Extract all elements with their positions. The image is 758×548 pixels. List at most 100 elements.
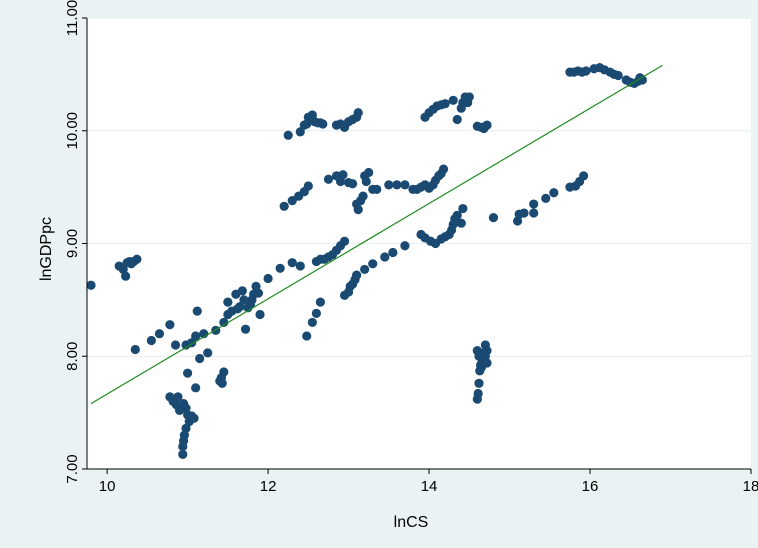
data-points [86,63,647,459]
data-point [353,108,363,118]
data-point [287,258,297,268]
data-point [303,181,313,191]
data-point [132,254,142,264]
data-point [458,203,468,214]
data-point [240,324,251,334]
data-point [253,288,264,298]
data-point [178,449,188,459]
x-tick-label: 14 [421,478,438,495]
data-point [191,383,201,393]
data-point [474,378,484,388]
data-point [529,208,539,218]
y-axis-title: lnGDPpc [38,217,55,281]
data-point [392,180,402,190]
data-point [480,340,490,350]
data-point [315,297,326,307]
data-point [637,75,647,85]
data-point [237,286,247,296]
data-point [295,127,305,137]
data-point [348,179,358,189]
data-point [452,114,462,125]
data-point [440,99,450,109]
data-point [578,171,589,181]
x-tick-label: 12 [260,478,277,495]
y-tick-label: 8.00 [64,342,81,371]
data-point [219,367,229,377]
data-point [364,167,374,178]
data-point [541,193,551,203]
data-point [311,308,321,319]
data-point [154,329,165,339]
data-point [255,309,265,320]
data-point [380,252,390,262]
x-axis-title: lnCS [394,514,429,531]
data-point [121,271,131,281]
data-point [130,344,140,355]
data-point [400,180,410,190]
data-point [189,413,199,423]
data-point [400,241,410,251]
x-tick-label: 10 [99,478,116,495]
data-point [235,302,245,312]
data-point [287,196,297,206]
data-point [307,317,317,328]
data-point [482,358,492,368]
data-point [195,353,205,364]
data-point [352,270,362,280]
x-tick-label: 16 [582,478,599,495]
data-point [372,184,382,194]
data-point [388,247,398,258]
data-point [217,378,227,388]
data-point [183,368,193,378]
data-point [338,170,348,180]
data-point [368,259,378,269]
data-point [323,174,334,184]
data-point [361,176,371,187]
data-point [519,208,529,218]
data-point [464,92,474,102]
y-tick-label: 7.00 [64,454,81,483]
data-point [358,191,368,201]
y-axis: 7.00 8.00 9.00 10.00 11.00 [64,0,87,484]
data-point [482,120,492,130]
y-tick-label: 9.00 [64,229,81,258]
data-point [438,164,449,174]
data-point [549,188,559,198]
data-point [302,331,312,341]
data-point [529,199,539,209]
data-point [613,70,623,81]
data-point [165,320,175,330]
data-point [219,317,229,328]
data-point [223,297,233,307]
data-point [581,66,591,76]
x-axis: 10 12 14 16 18 [99,469,758,495]
data-point [353,205,363,215]
data-point [473,388,483,399]
data-point [191,331,201,341]
x-tick-label: 18 [743,478,758,495]
y-tick-label: 11.00 [64,0,81,36]
data-point [178,441,188,452]
data-point [170,340,181,350]
data-point [488,212,499,223]
data-point [384,180,394,190]
data-point [283,130,293,140]
fit-line [90,64,663,405]
data-point [173,392,183,402]
data-point [448,95,458,105]
data-point [279,201,289,211]
data-point [146,335,156,346]
data-point [360,264,370,275]
data-point [339,236,350,246]
data-point [275,263,285,273]
data-point [203,348,213,358]
y-tick-label: 10.00 [64,112,81,150]
data-point [239,295,249,305]
data-point [295,261,305,271]
data-point [192,306,202,316]
data-point [452,210,462,220]
data-point [86,280,96,290]
data-point [318,119,328,129]
data-point [263,273,273,284]
